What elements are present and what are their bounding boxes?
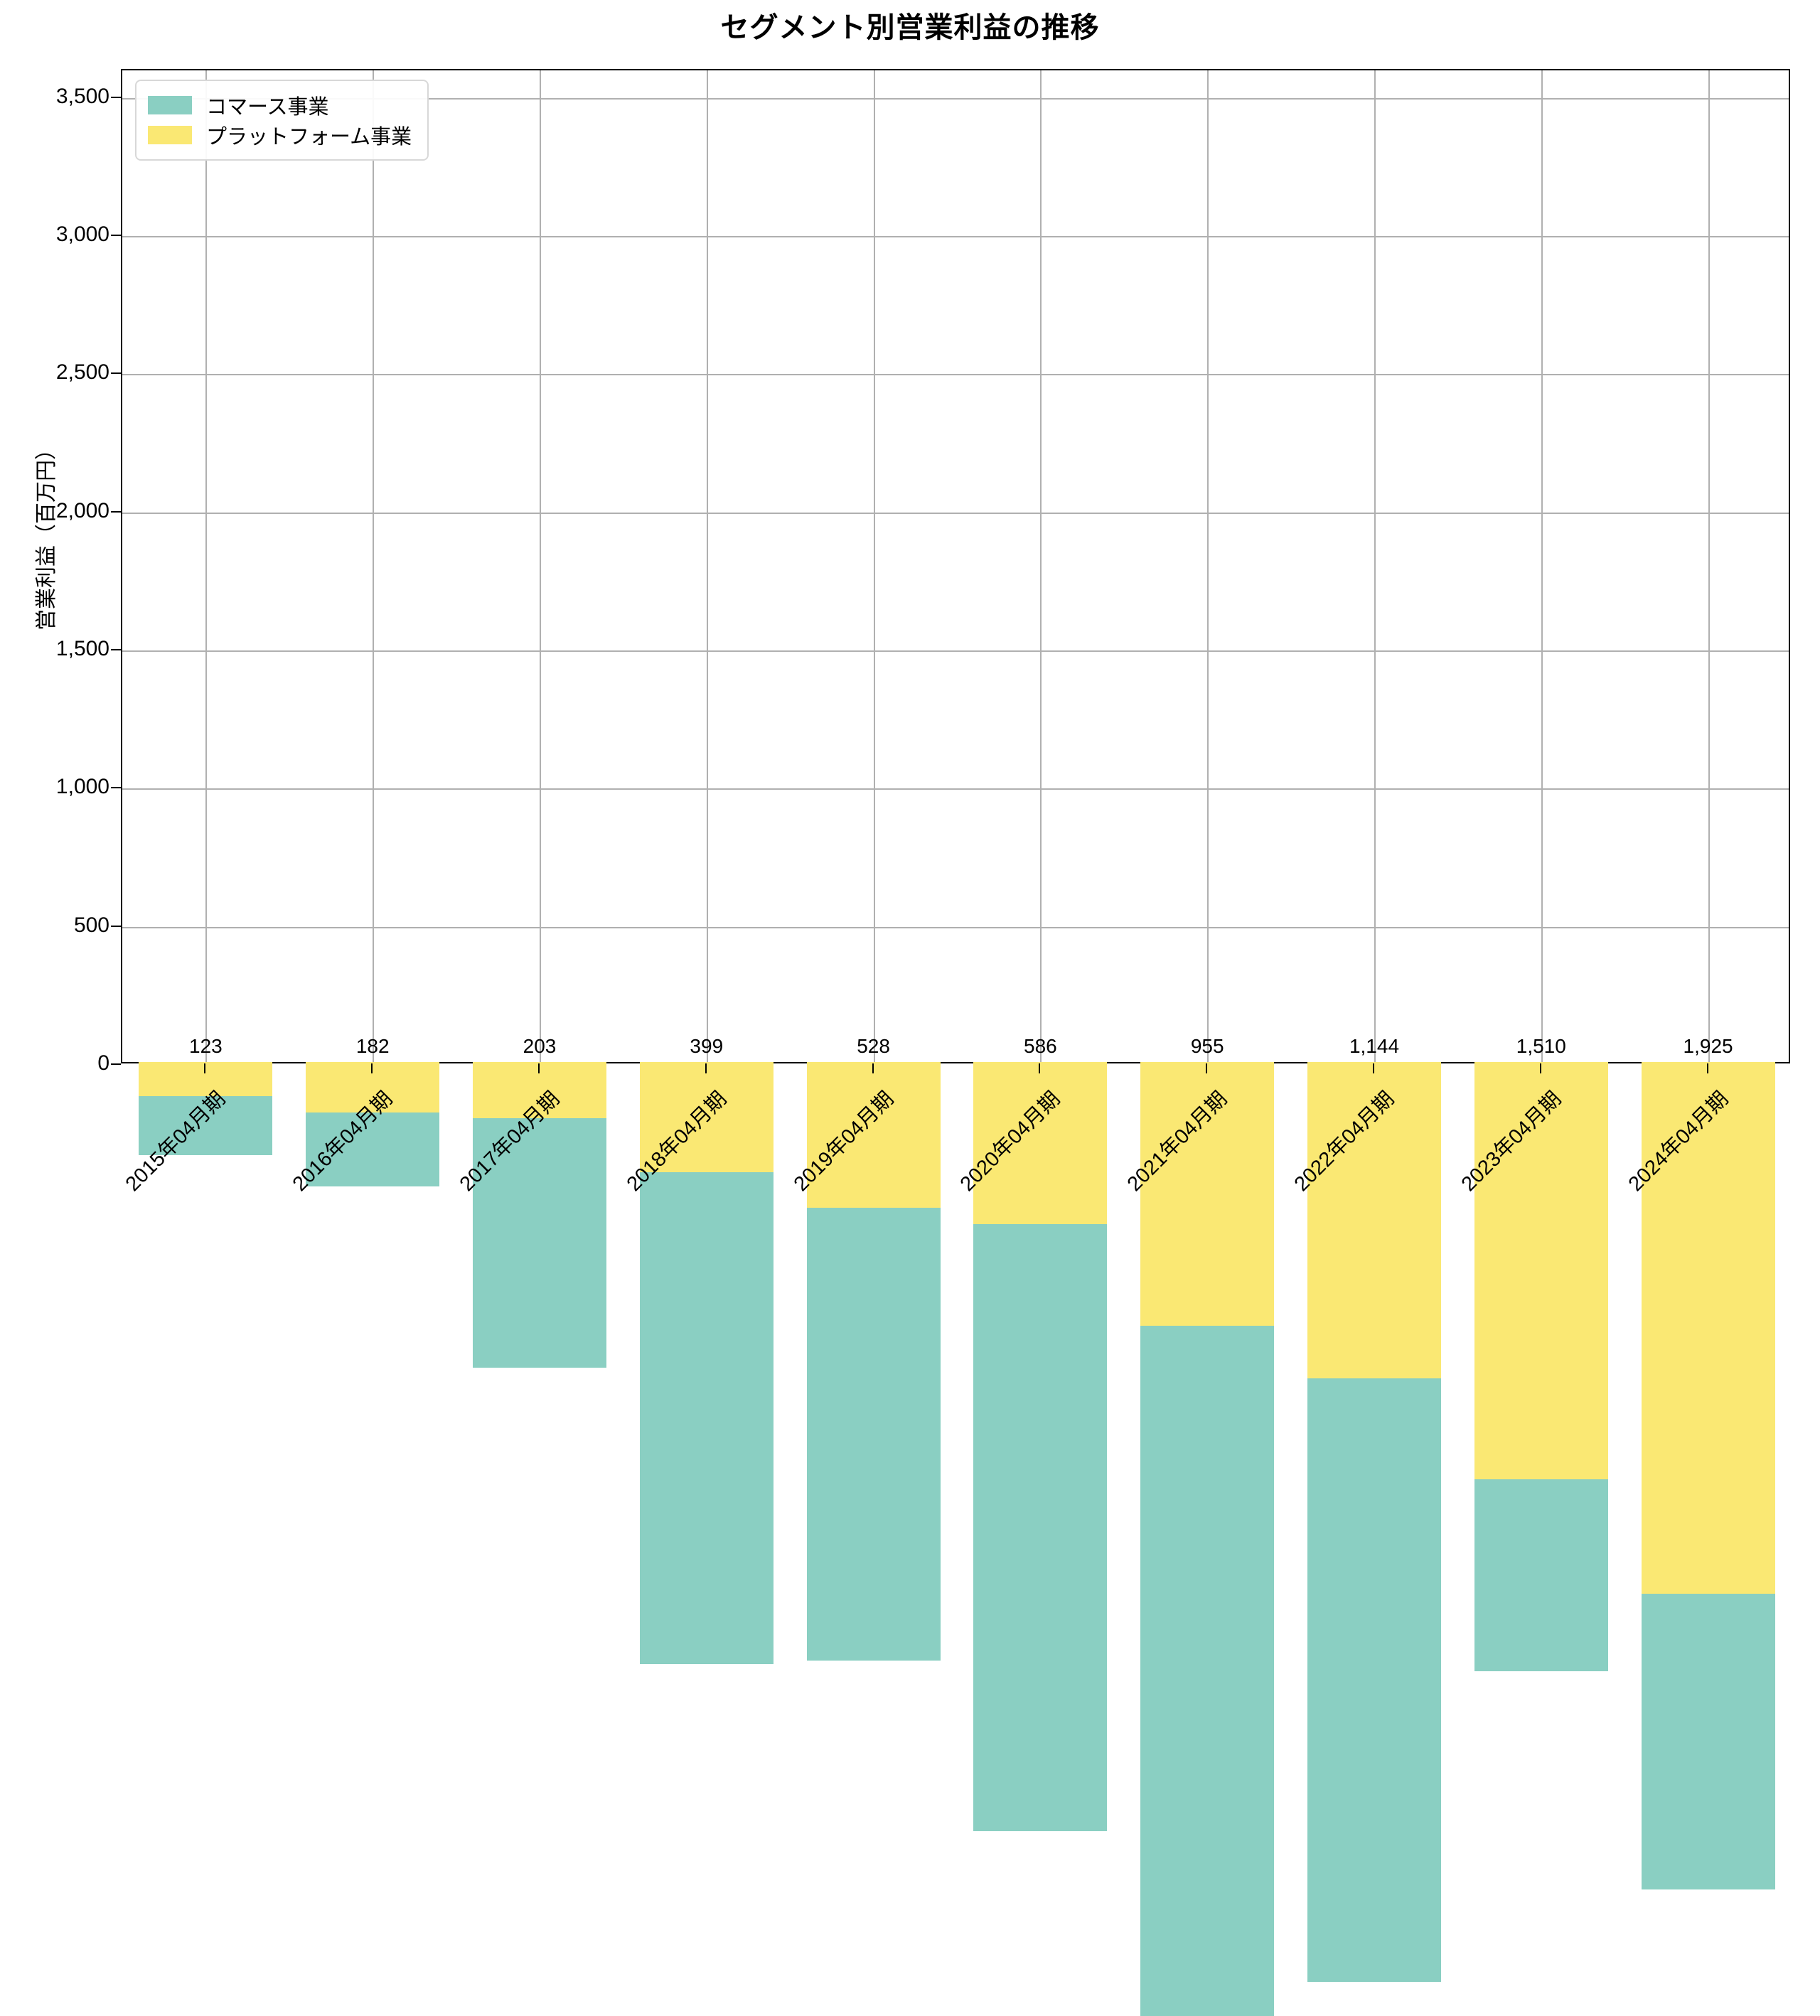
bar-stack[interactable]: 2,1871,144: [1307, 142, 1441, 1983]
gridline-vertical: [706, 70, 708, 1062]
bar-stack[interactable]: 2,198586: [973, 293, 1108, 1831]
gridline-vertical: [1040, 70, 1042, 1062]
bar-segment-commerce[interactable]: [973, 1223, 1108, 1831]
gridline-horizontal: [122, 512, 1789, 514]
bar-stack[interactable]: 1,0701,925: [1641, 235, 1775, 1889]
bar-value-label-platform: 586: [1024, 1035, 1057, 1057]
bar-value-label-platform: 1,510: [1516, 1035, 1566, 1057]
bar-segment-commerce[interactable]: [639, 1172, 774, 1665]
bar-value-label-platform: 399: [690, 1035, 724, 1057]
x-axis-tick-mark: [1206, 1063, 1208, 1073]
y-axis-tick-mark: [111, 787, 121, 789]
bar-stack[interactable]: 213123: [139, 969, 273, 1155]
legend-item-platform: プラットフォーム事業: [148, 120, 412, 150]
bar-segment-commerce[interactable]: [1140, 1326, 1275, 2016]
bar-stack[interactable]: 6961,510: [1474, 453, 1608, 1672]
x-axis-tick-mark: [1539, 1063, 1541, 1073]
gridline-horizontal: [122, 926, 1789, 928]
bar-segment-commerce[interactable]: [139, 1095, 273, 1155]
bar-value-label-platform: 528: [857, 1035, 890, 1057]
x-axis-tick-mark: [1039, 1063, 1041, 1073]
bar-value-label-platform: 203: [523, 1035, 557, 1057]
y-axis-tick-label: 2,000: [55, 498, 109, 522]
legend-swatch-commerce: [148, 96, 192, 114]
bar-stack[interactable]: 2,499955: [1140, 108, 1275, 2016]
y-axis-tick-mark: [111, 235, 121, 237]
gridline-vertical: [373, 70, 375, 1062]
gridline-vertical: [1207, 70, 1209, 1062]
chart-title: セグメント別営業利益の推移: [720, 12, 1100, 43]
x-axis-tick-mark: [872, 1063, 874, 1073]
gridline-vertical: [205, 70, 208, 1062]
y-axis-tick-mark: [111, 96, 121, 98]
x-axis-tick-mark: [204, 1063, 206, 1073]
bar-value-label-platform: 1,144: [1349, 1035, 1400, 1057]
bar-segment-platform[interactable]: [639, 1062, 774, 1173]
gridline-horizontal: [122, 236, 1789, 238]
bar-segment-commerce[interactable]: [306, 1112, 440, 1186]
y-axis-tick-label: 3,000: [55, 222, 109, 247]
gridline-horizontal: [122, 374, 1789, 376]
y-axis-tick-label: 1,000: [55, 775, 109, 799]
bar-stack[interactable]: 1,638528: [806, 463, 941, 1661]
bar-value-label-platform: 955: [1190, 1035, 1224, 1057]
gridline-vertical: [1708, 70, 1710, 1062]
legend-item-commerce: コマース事業: [148, 90, 412, 120]
x-axis-tick-mark: [705, 1063, 707, 1073]
x-axis-tick-mark: [538, 1063, 540, 1073]
bar-segment-commerce[interactable]: [806, 1208, 941, 1661]
bar-segment-platform[interactable]: [973, 1062, 1108, 1224]
bar-stack[interactable]: 903203: [473, 756, 606, 1368]
gridline-horizontal: [122, 97, 1789, 100]
y-axis-tick-mark: [111, 649, 121, 651]
gridline-vertical: [1374, 70, 1376, 1062]
y-axis-tick-label: 3,500: [55, 84, 109, 108]
legend-label-commerce: コマース事業: [206, 96, 329, 119]
y-axis-tick-mark: [111, 925, 121, 927]
bar-segment-platform[interactable]: [806, 1062, 941, 1208]
legend-swatch-platform: [148, 126, 192, 144]
y-axis-tick-mark: [111, 1063, 121, 1065]
gridline-horizontal: [122, 650, 1789, 653]
y-axis-tick-label: 1,500: [55, 637, 109, 661]
x-axis-tick-mark: [1706, 1063, 1708, 1073]
y-axis-label: 営業利益（百万円）: [35, 439, 58, 631]
bar-value-label-platform: 123: [189, 1035, 223, 1057]
bar-stack[interactable]: 268182: [306, 938, 440, 1186]
x-axis-tick-mark: [371, 1063, 373, 1073]
chart-legend: コマース事業 プラットフォーム事業: [135, 80, 429, 161]
y-axis-tick-mark: [111, 372, 121, 375]
gridline-vertical: [1541, 70, 1543, 1062]
gridline-vertical: [540, 70, 541, 1062]
bar-segment-commerce[interactable]: [1641, 1594, 1775, 1889]
bar-segment-commerce[interactable]: [1474, 1479, 1608, 1672]
chart-figure: セグメント別営業利益の推移 営業利益（百万円） 0 500 1,000 1,500 2,…: [35, 12, 1790, 2016]
gridline-horizontal: [122, 788, 1789, 790]
bar-value-label-platform: 182: [355, 1035, 390, 1057]
gridline-vertical: [873, 70, 875, 1062]
y-axis-tick-label: 2,500: [55, 360, 109, 385]
y-axis-tick-label: 500: [73, 913, 109, 937]
bar-segment-commerce[interactable]: [1307, 1378, 1441, 1983]
legend-label-platform: プラットフォーム事業: [206, 126, 412, 149]
bar-stack[interactable]: 1,781399: [639, 460, 774, 1665]
bar-value-label-platform: 1,925: [1683, 1035, 1733, 1057]
y-axis-tick-mark: [111, 510, 121, 513]
plot-area: 2131232681829032031,7813991,6385282,1985…: [121, 69, 1790, 2016]
y-axis-tick-label: 0: [97, 1051, 109, 1075]
x-axis-tick-mark: [1373, 1063, 1374, 1073]
